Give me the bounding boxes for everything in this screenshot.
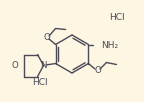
Text: O: O	[94, 66, 101, 75]
Text: HCl: HCl	[109, 13, 125, 22]
Text: O: O	[43, 33, 50, 42]
Text: O: O	[12, 61, 19, 70]
Text: N: N	[40, 61, 47, 70]
Text: NH₂: NH₂	[102, 41, 119, 50]
Text: HCl: HCl	[32, 78, 47, 87]
